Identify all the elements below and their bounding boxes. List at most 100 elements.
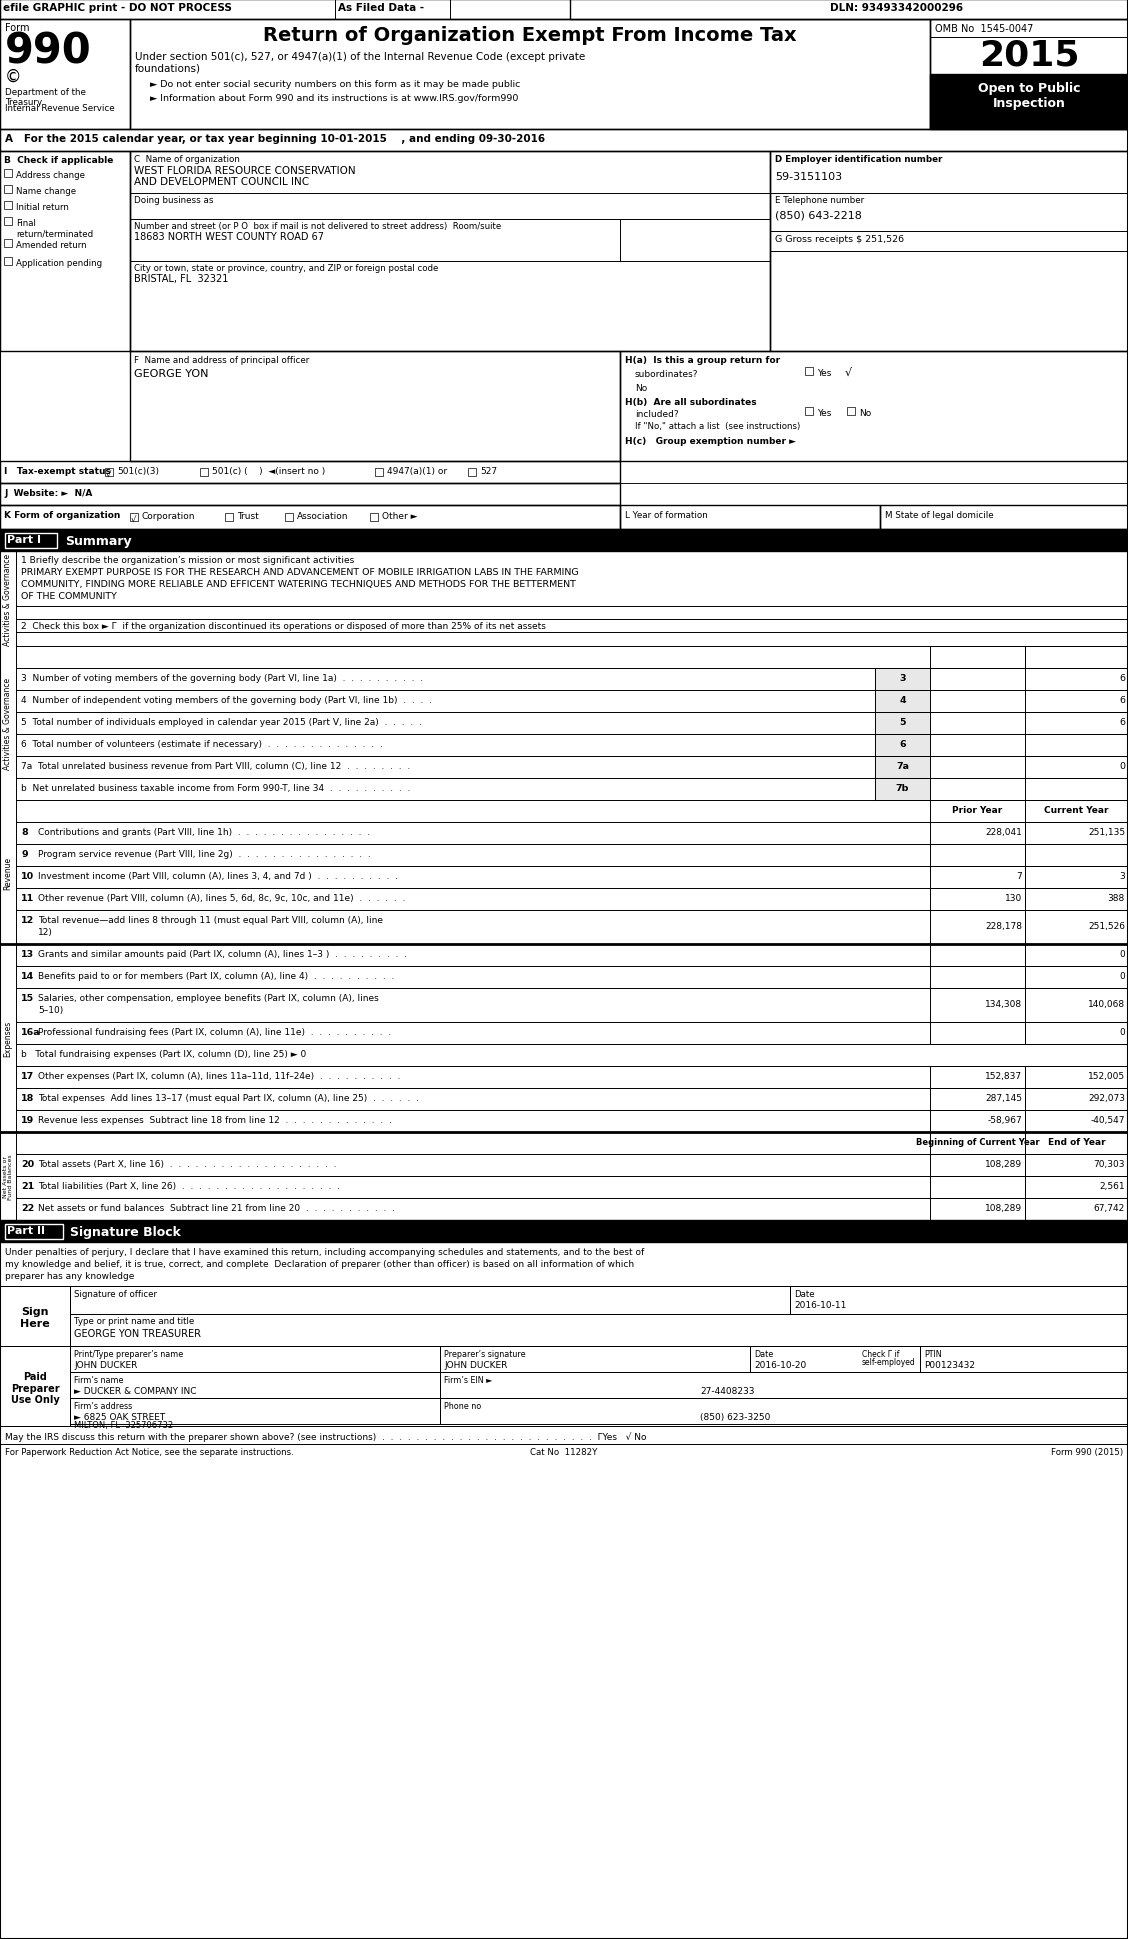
Text: 388: 388 xyxy=(1108,894,1125,902)
Bar xyxy=(5,533,58,549)
Text: 6: 6 xyxy=(899,739,906,748)
Text: Name change: Name change xyxy=(16,186,76,196)
Text: 20: 20 xyxy=(21,1160,34,1169)
Bar xyxy=(1025,1066,1128,1088)
Bar xyxy=(929,648,1025,669)
Bar xyxy=(620,351,1128,461)
Bar xyxy=(880,506,1128,529)
Bar xyxy=(1025,779,1128,801)
Bar xyxy=(5,186,12,194)
Text: Amended return: Amended return xyxy=(16,240,87,250)
Text: 3  Number of voting members of the governing body (Part VI, line 1a)  .  .  .  .: 3 Number of voting members of the govern… xyxy=(21,673,423,683)
Text: 501(c) (    )  ◄(insert no ): 501(c) ( ) ◄(insert no ) xyxy=(212,467,325,475)
Text: 3: 3 xyxy=(899,673,906,683)
Text: b   Total fundraising expenses (Part IX, column (D), line 25) ► 0: b Total fundraising expenses (Part IX, c… xyxy=(21,1049,306,1059)
Bar xyxy=(0,351,130,461)
Text: Open to Public
Inspection: Open to Public Inspection xyxy=(978,81,1081,111)
Bar xyxy=(929,1088,1025,1111)
Bar xyxy=(929,801,1025,822)
Bar xyxy=(1025,1177,1128,1198)
Text: 4: 4 xyxy=(899,696,906,704)
Bar xyxy=(70,1398,440,1425)
Text: 140,068: 140,068 xyxy=(1087,999,1125,1008)
Text: 21: 21 xyxy=(21,1181,34,1191)
Text: -40,547: -40,547 xyxy=(1091,1115,1125,1125)
Text: JOHN DUCKER: JOHN DUCKER xyxy=(74,1361,138,1369)
Text: OF THE COMMUNITY: OF THE COMMUNITY xyxy=(21,591,117,601)
Bar xyxy=(929,1154,1025,1177)
Text: 18: 18 xyxy=(21,1094,34,1103)
Text: 0: 0 xyxy=(1119,762,1125,770)
Text: √: √ xyxy=(106,469,112,479)
Bar xyxy=(929,944,1025,966)
Text: Net assets or fund balances  Subtract line 21 from line 20  .  .  .  .  .  .  . : Net assets or fund balances Subtract lin… xyxy=(38,1204,395,1212)
Bar xyxy=(5,171,12,178)
Text: 6: 6 xyxy=(1119,717,1125,727)
Text: PRIMARY EXEMPT PURPOSE IS FOR THE RESEARCH AND ADVANCEMENT OF MOBILE IRRIGATION : PRIMARY EXEMPT PURPOSE IS FOR THE RESEAR… xyxy=(21,568,579,576)
Text: Form: Form xyxy=(5,23,29,33)
Text: 2  Check this box ► Γ  if the organization discontinued its operations or dispos: 2 Check this box ► Γ if the organization… xyxy=(21,622,546,630)
Text: 228,178: 228,178 xyxy=(985,921,1022,931)
Text: 10: 10 xyxy=(21,871,34,880)
Text: 12): 12) xyxy=(38,927,53,937)
Text: preparer has any knowledge: preparer has any knowledge xyxy=(5,1272,134,1280)
Text: Date: Date xyxy=(754,1350,774,1359)
Text: Under penalties of perjury, I declare that I have examined this return, includin: Under penalties of perjury, I declare th… xyxy=(5,1247,644,1256)
Text: No: No xyxy=(635,384,647,394)
Text: Type or print name and title: Type or print name and title xyxy=(74,1317,194,1326)
Bar xyxy=(468,469,476,477)
Text: Other revenue (Part VIII, column (A), lines 5, 6d, 8c, 9c, 10c, and 11e)  .  .  : Other revenue (Part VIII, column (A), li… xyxy=(38,894,405,902)
Bar xyxy=(5,202,12,209)
Bar xyxy=(920,1346,1128,1373)
Text: 19: 19 xyxy=(21,1115,34,1125)
Text: G Gross receipts $ 251,526: G Gross receipts $ 251,526 xyxy=(775,235,905,244)
Text: 9: 9 xyxy=(21,849,27,859)
Text: DLN: 93493342000296: DLN: 93493342000296 xyxy=(830,4,963,14)
Text: PTIN: PTIN xyxy=(924,1350,942,1359)
Text: 13: 13 xyxy=(21,950,34,958)
Text: Salaries, other compensation, employee benefits (Part IX, column (A), lines: Salaries, other compensation, employee b… xyxy=(38,993,379,1002)
Bar xyxy=(0,506,620,529)
Bar xyxy=(370,514,378,522)
Text: 5  Total number of individuals employed in calendar year 2015 (Part V, line 2a) : 5 Total number of individuals employed i… xyxy=(21,717,422,727)
Text: P00123432: P00123432 xyxy=(924,1361,975,1369)
Bar xyxy=(875,779,929,801)
Text: 3: 3 xyxy=(1119,871,1125,880)
Bar xyxy=(440,1398,1128,1425)
Bar xyxy=(1025,735,1128,756)
Bar xyxy=(1025,822,1128,845)
Bar xyxy=(929,76,1128,130)
Text: Total expenses  Add lines 13–17 (must equal Part IX, column (A), line 25)  .  . : Total expenses Add lines 13–17 (must equ… xyxy=(38,1094,418,1103)
Bar xyxy=(1025,714,1128,735)
Text: As Filed Data -: As Filed Data - xyxy=(338,4,424,14)
Text: Final
return/terminated: Final return/terminated xyxy=(16,219,94,238)
Bar xyxy=(70,1373,440,1398)
Text: Association: Association xyxy=(297,512,349,522)
Bar xyxy=(374,469,384,477)
Text: (850) 643-2218: (850) 643-2218 xyxy=(775,209,862,219)
Text: J  Website: ►  N/A: J Website: ► N/A xyxy=(5,489,92,498)
Text: 6: 6 xyxy=(1119,696,1125,704)
Text: 2016-10-20: 2016-10-20 xyxy=(754,1361,807,1369)
Text: 70,303: 70,303 xyxy=(1093,1160,1125,1169)
Text: Yes: Yes xyxy=(817,368,831,378)
Text: 0: 0 xyxy=(1119,1028,1125,1037)
Text: Total liabilities (Part X, line 26)  .  .  .  .  .  .  .  .  .  .  .  .  .  .  .: Total liabilities (Part X, line 26) . . … xyxy=(38,1181,340,1191)
Bar xyxy=(0,1346,70,1427)
Text: May the IRS discuss this return with the preparer shown above? (see instructions: May the IRS discuss this return with the… xyxy=(5,1431,646,1441)
Bar xyxy=(224,514,233,522)
Bar xyxy=(1025,756,1128,779)
Bar xyxy=(440,1373,1128,1398)
Bar xyxy=(929,1177,1025,1198)
Bar xyxy=(790,1286,1128,1315)
Bar xyxy=(130,514,138,522)
Bar xyxy=(875,669,929,690)
Bar xyxy=(70,1286,790,1315)
Bar xyxy=(0,529,1128,553)
Text: Beginning of Current Year: Beginning of Current Year xyxy=(916,1138,1039,1146)
Text: Firm’s address: Firm’s address xyxy=(74,1402,132,1410)
Text: 5: 5 xyxy=(899,717,906,727)
Bar xyxy=(0,0,1128,19)
Text: 2,561: 2,561 xyxy=(1100,1181,1125,1191)
Bar xyxy=(1025,1088,1128,1111)
